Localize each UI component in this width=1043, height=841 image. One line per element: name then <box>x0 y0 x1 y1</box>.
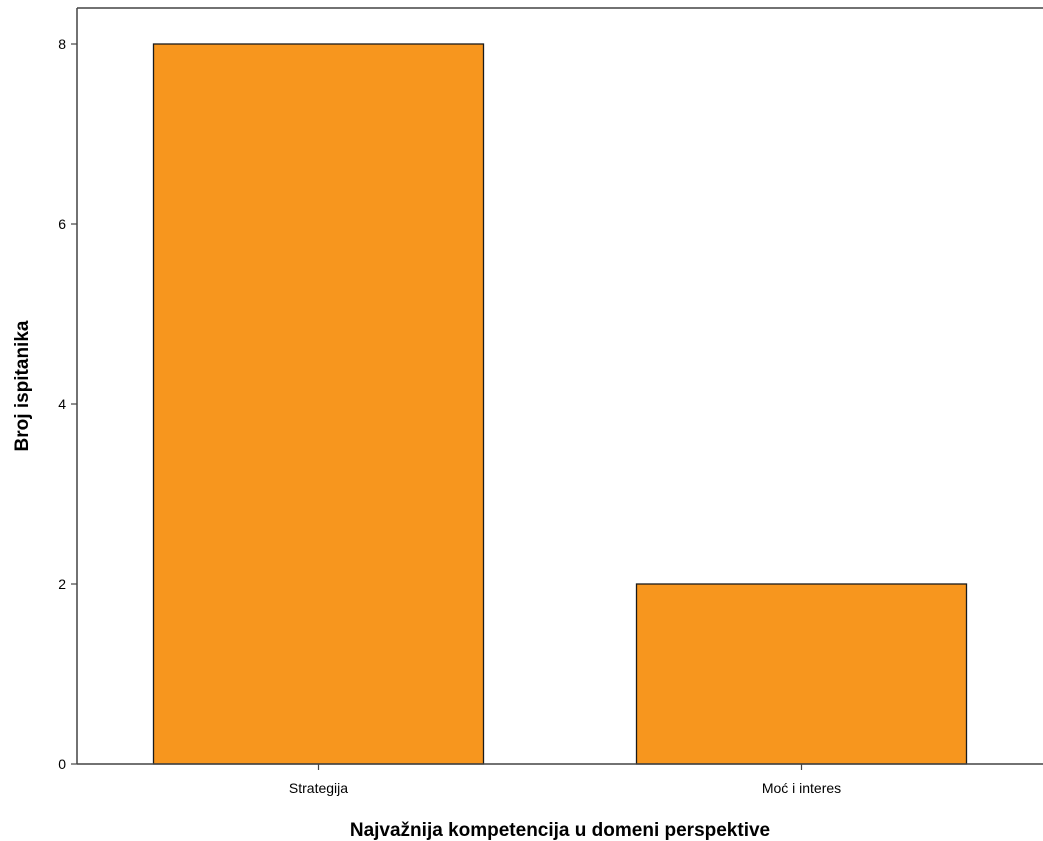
y-ticks-group: 0 2 4 6 8 <box>58 36 77 772</box>
x-ticks-group: Strategija Moć i interes <box>289 764 841 796</box>
y-tick-label-4: 8 <box>58 36 66 52</box>
x-tick-label-1: Moć i interes <box>762 780 841 796</box>
x-tick-label-0: Strategija <box>289 780 348 796</box>
y-tick-label-2: 4 <box>58 396 66 412</box>
bar-0 <box>152 43 485 765</box>
y-axis-title: Broj ispitanika <box>12 320 33 451</box>
bar-1 <box>635 583 968 765</box>
bars-group <box>152 43 968 765</box>
y-tick-label-3: 6 <box>58 216 66 232</box>
x-axis-title: Najvažnija kompetencija u domeni perspek… <box>350 820 770 841</box>
y-tick-label-1: 2 <box>58 576 66 592</box>
y-tick-label-0: 0 <box>58 756 66 772</box>
